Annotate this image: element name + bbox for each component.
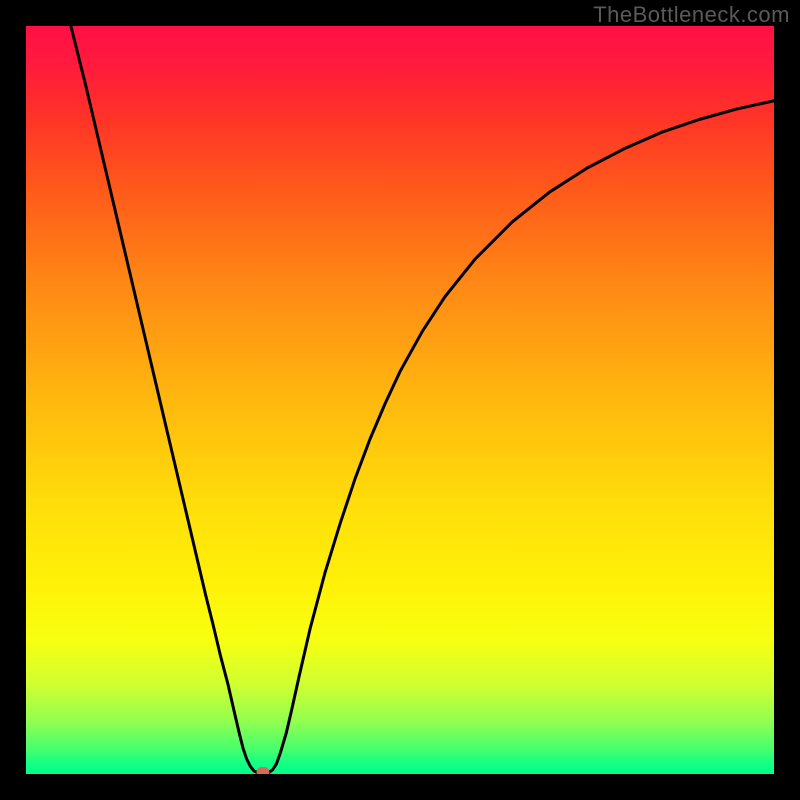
plot-area (26, 26, 774, 774)
watermark-text: TheBottleneck.com (593, 2, 790, 28)
chart-container: TheBottleneck.com (0, 0, 800, 800)
bottleneck-curve (26, 26, 774, 774)
minimum-marker-dot (257, 767, 270, 774)
